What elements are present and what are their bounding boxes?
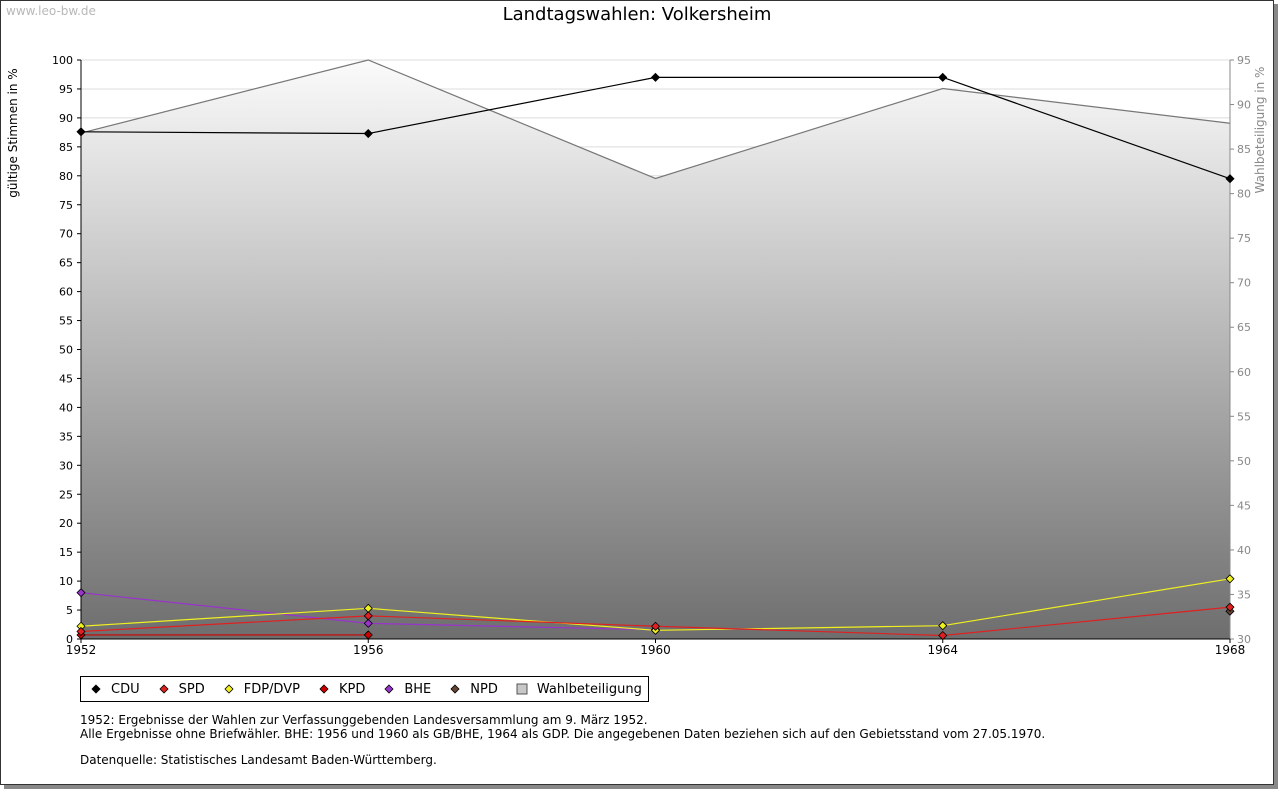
- y2-tick-label-70: 70: [1237, 277, 1251, 290]
- legend-swatch-wahlbeteiligung: [516, 683, 528, 695]
- point-cdu-1964: [938, 72, 948, 82]
- legend-item-wahlbeteiligung: Wahlbeteiligung: [515, 682, 642, 697]
- y2-tick-label-60: 60: [1237, 366, 1251, 379]
- y2-tick-label-35: 35: [1237, 588, 1251, 601]
- y2-tick-label-90: 90: [1237, 99, 1251, 112]
- legend-marker-bhe: [382, 682, 396, 696]
- turnout-area-layer: [80, 59, 1231, 639]
- legend-label-kpd: KPD: [338, 681, 366, 697]
- point-fdp-dvp-1964: [938, 621, 948, 631]
- turnout-line: [80, 59, 1231, 180]
- point-fdp-dvp-1968: [1225, 574, 1235, 584]
- legend-item-kpd: KPD: [317, 682, 365, 697]
- point-spd-1968: [1225, 602, 1235, 612]
- legend-swatch-npd: [450, 684, 460, 694]
- y2-tick-label-95: 95: [1237, 54, 1251, 67]
- y-tick-label-40: 40: [59, 401, 73, 414]
- point-bhe-1952: [76, 588, 86, 598]
- y-tick-label-55: 55: [59, 315, 73, 328]
- series-points-layer: [76, 72, 1235, 641]
- y2-axis-label: Wahlbeteiligung in %: [1253, 67, 1267, 194]
- x-tick-label-1956: 1956: [353, 643, 384, 657]
- point-bhe-1956: [363, 618, 373, 628]
- y-tick-label-80: 80: [59, 170, 73, 183]
- y-tick-label-35: 35: [59, 430, 73, 443]
- legend-swatch-cdu: [91, 684, 101, 694]
- point-cdu-1968: [1225, 174, 1235, 184]
- y-tick-label-10: 10: [59, 575, 73, 588]
- legend-item-bhe: BHE: [382, 682, 431, 697]
- legend-marker-fdp-dvp: [222, 682, 236, 696]
- y-axis-label: gültige Stimmen in %: [6, 68, 20, 197]
- legend-label-fdp-dvp: FDP/DVP: [243, 681, 300, 697]
- point-spd-1960: [650, 621, 661, 631]
- y2-tick-label-75: 75: [1237, 232, 1251, 245]
- y2-tick-label-65: 65: [1237, 321, 1251, 334]
- point-kpd-1956: [363, 630, 373, 640]
- legend-item-fdp-dvp: FDP/DVP: [222, 682, 300, 697]
- legend-marker-kpd: [317, 682, 331, 696]
- y-tick-label-75: 75: [59, 199, 73, 212]
- legend-swatch-spd: [159, 684, 169, 694]
- legend-label-bhe: BHE: [404, 681, 432, 697]
- point-spd-1964: [938, 630, 948, 641]
- footnote-1952: 1952: Ergebnisse der Wahlen zur Verfassu…: [80, 713, 648, 727]
- chart-title: Landtagswahlen: Volkersheim: [503, 4, 772, 25]
- y-tick-label-70: 70: [59, 228, 73, 241]
- y-tick-label-90: 90: [59, 112, 73, 125]
- legend: CDU SPD FDP/DVP KPD BHE NPD Wahlbeteiligung: [80, 676, 649, 702]
- y-tick-label-45: 45: [59, 372, 73, 385]
- turnout-area: [81, 60, 1230, 639]
- y-tick-label-5: 5: [66, 604, 73, 617]
- legend-label-npd: NPD: [470, 681, 498, 697]
- point-spd-1952: [76, 626, 86, 637]
- point-spd-1956: [363, 611, 373, 621]
- legend-marker-npd: [448, 682, 462, 696]
- x-tick-label-1960: 1960: [640, 643, 671, 657]
- y-tick-label-95: 95: [59, 83, 73, 96]
- y-tick-label-15: 15: [59, 546, 73, 559]
- legend-label-cdu: CDU: [111, 681, 140, 697]
- legend-marker-wahlbeteiligung: [515, 682, 529, 696]
- y-tick-label-50: 50: [59, 344, 73, 357]
- legend-marker-spd: [157, 682, 171, 696]
- x-tick-label-1952: 1952: [66, 643, 97, 657]
- y2-tick-label-40: 40: [1237, 544, 1251, 557]
- footnote-general: Alle Ergebnisse ohne Briefwähler. BHE: 1…: [80, 727, 1046, 741]
- footnotes: 1952: Ergebnisse der Wahlen zur Verfassu…: [80, 713, 1045, 767]
- y-tick-label-0: 0: [66, 633, 73, 646]
- axes-layer: 0 5 10 15 20 25 30 35 40 45 50 55 60 65 70 75 80 85 90 95 10…: [52, 54, 1251, 657]
- y-tick-label-65: 65: [59, 257, 73, 270]
- y-tick-label-20: 20: [59, 517, 73, 530]
- y2-tick-label-85: 85: [1237, 143, 1251, 156]
- y2-tick-label-50: 50: [1237, 455, 1251, 468]
- y2-tick-label-55: 55: [1237, 410, 1251, 423]
- point-cdu-1960: [650, 72, 661, 82]
- y-tick-label-30: 30: [59, 459, 73, 472]
- y-tick-label-100: 100: [52, 54, 73, 67]
- legend-swatch-fdp-dvp: [224, 684, 234, 694]
- legend-item-npd: NPD: [448, 682, 498, 697]
- legend-item-cdu: CDU: [89, 682, 140, 697]
- x-tick-label-1964: 1964: [927, 643, 958, 657]
- legend-marker-cdu: [89, 682, 103, 696]
- y-tick-label-85: 85: [59, 141, 73, 154]
- legend-item-spd: SPD: [157, 682, 205, 697]
- legend-label-spd: SPD: [178, 681, 205, 697]
- x-tick-label-1968: 1968: [1215, 643, 1246, 657]
- y2-tick-label-80: 80: [1237, 188, 1251, 201]
- legend-swatch-bhe: [384, 684, 394, 694]
- y-tick-label-60: 60: [59, 286, 73, 299]
- y2-tick-label-45: 45: [1237, 499, 1251, 512]
- legend-label-wahlbeteiligung: Wahlbeteiligung: [536, 681, 642, 697]
- point-cdu-1956: [363, 128, 373, 139]
- data-source: Datenquelle: Statistisches Landesamt Bad…: [80, 753, 437, 767]
- point-cdu-1952: [76, 127, 86, 137]
- legend-swatch-kpd: [319, 684, 329, 694]
- watermark: www.leo-bw.de: [6, 4, 96, 18]
- y2-tick-label-30: 30: [1237, 633, 1251, 646]
- y-tick-label-25: 25: [59, 488, 73, 501]
